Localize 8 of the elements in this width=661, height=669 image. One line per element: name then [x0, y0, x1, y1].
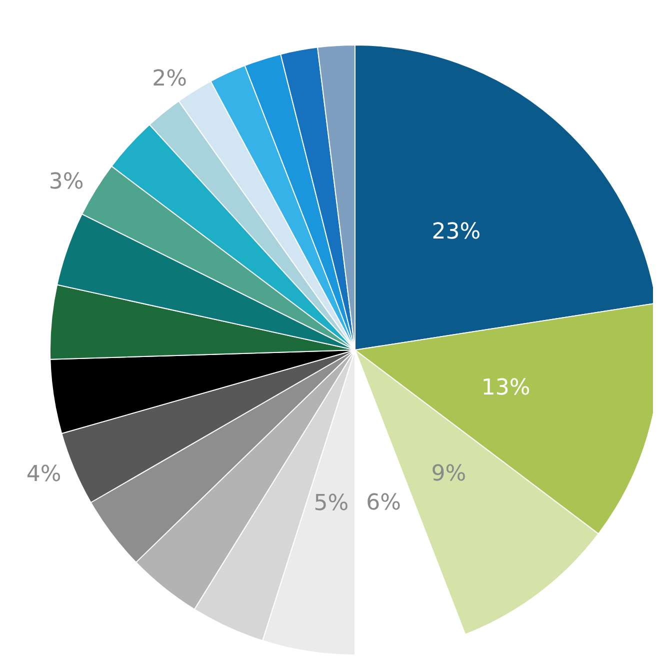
data-label: 5% [314, 491, 349, 516]
data-label: 2% [152, 66, 188, 92]
data-label: 4% [26, 462, 62, 487]
data-label: 23% [432, 219, 481, 244]
data-label: 3% [48, 170, 84, 195]
data-label: 6% [366, 490, 402, 516]
data-label: 13% [481, 375, 530, 400]
data-label: 9% [431, 462, 466, 487]
